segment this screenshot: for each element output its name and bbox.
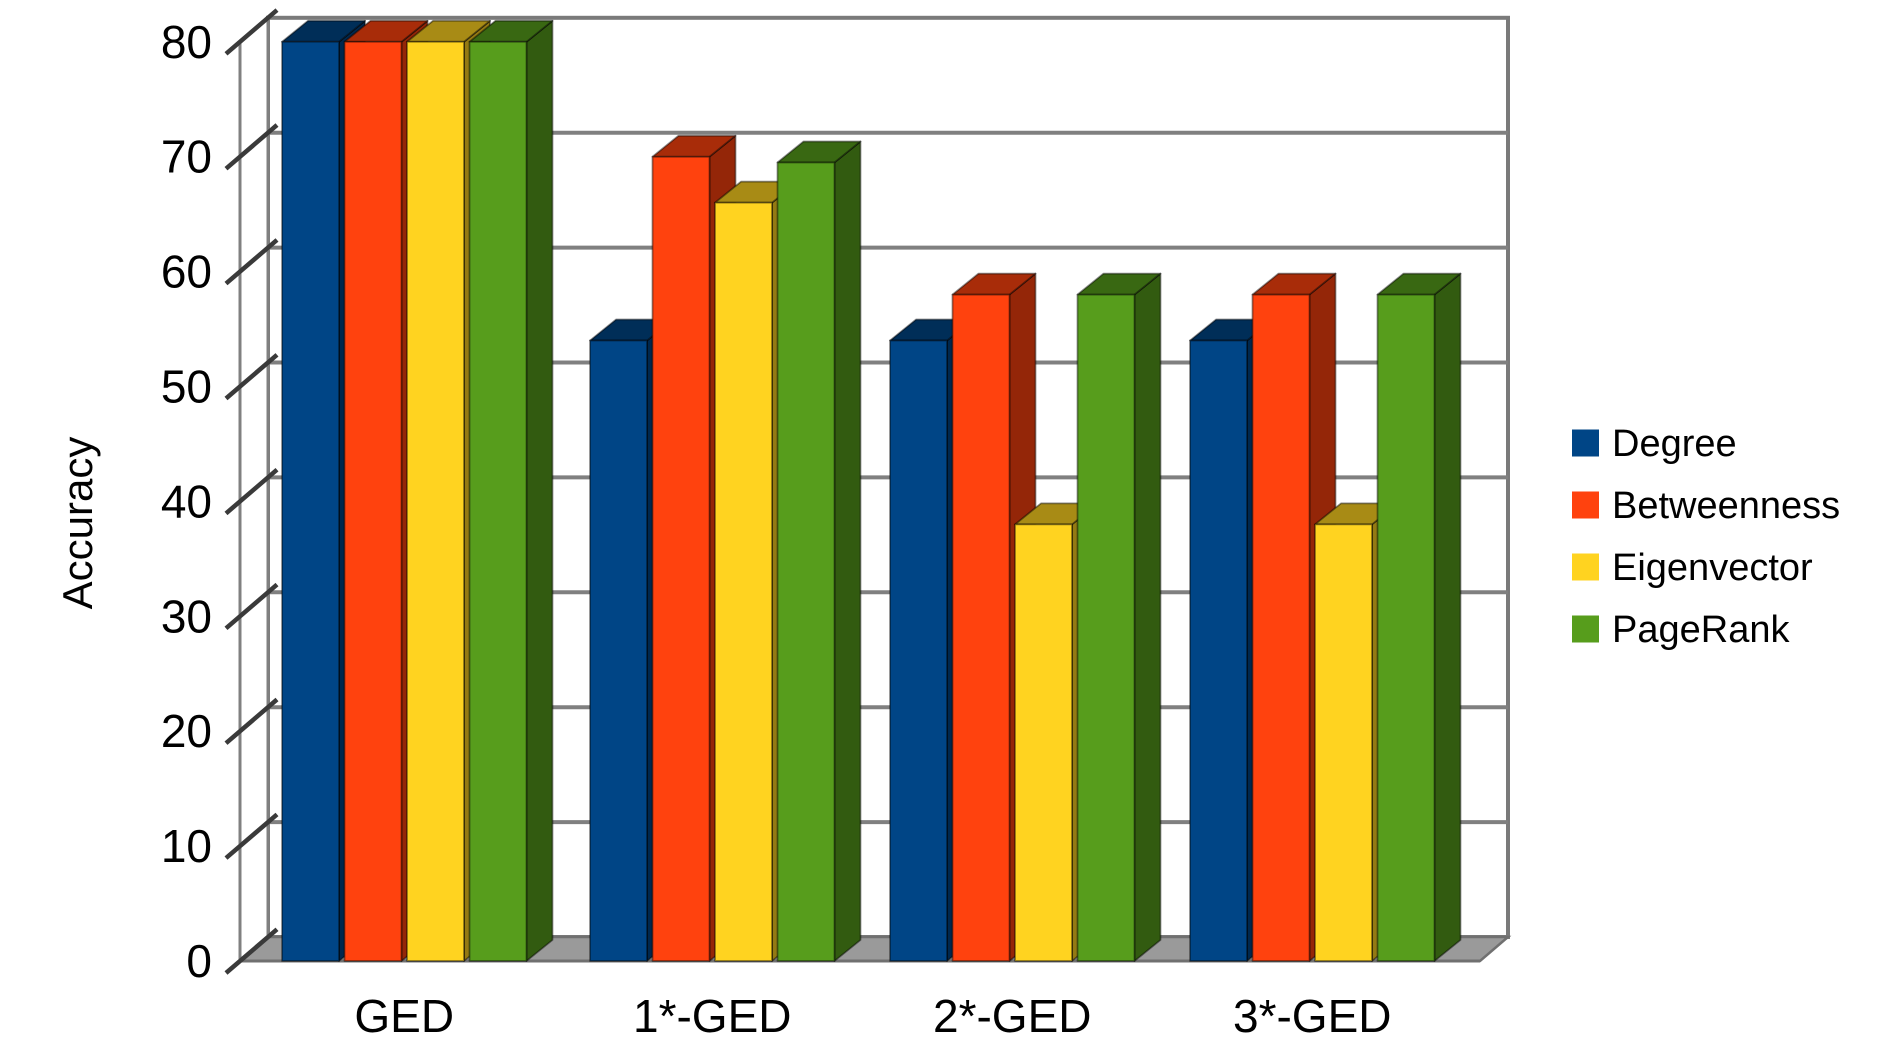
bar-side-face (833, 140, 862, 962)
x-category-label-ged: GED (354, 990, 454, 1042)
y-tick-label-80: 80 (161, 16, 212, 68)
legend-swatch-eigenvector (1572, 553, 1599, 581)
bar-front-face (468, 40, 528, 962)
bar-front-face (1314, 523, 1373, 962)
x-category-label-1-ged: 1*-GED (633, 990, 791, 1042)
bar-front-face (1251, 293, 1311, 962)
y-tick-label-70: 70 (161, 131, 212, 183)
x-category-label-3-ged: 3*-GED (1233, 990, 1391, 1042)
y-axis-tick-70 (224, 123, 279, 171)
bar-front-face (951, 293, 1011, 962)
y-tick-label-30: 30 (161, 590, 212, 642)
y-axis-tick-10 (224, 812, 279, 860)
y-axis-tick-80 (224, 8, 279, 56)
y-axis-tick-20 (224, 697, 279, 745)
legend-swatch-betweenness (1572, 491, 1599, 519)
legend-swatch-pagerank (1572, 615, 1599, 643)
bar-pagerank-ged (468, 19, 554, 962)
legend-label-betweenness: Betweenness (1612, 485, 1840, 527)
bar-front-face (589, 339, 648, 962)
bar-front-face (281, 40, 340, 962)
bar-front-face (714, 201, 773, 962)
legend-item-pagerank: PageRank (1572, 609, 1790, 651)
legend-item-eigenvector: Eigenvector (1572, 547, 1813, 589)
y-tick-label-40: 40 (161, 475, 212, 527)
legend-label-eigenvector: Eigenvector (1612, 547, 1813, 589)
bar-front-face (651, 155, 711, 962)
y-axis-tick-60 (224, 238, 279, 286)
y-axis-title: Accuracy (54, 437, 101, 610)
legend-label-pagerank: PageRank (1612, 609, 1790, 651)
y-axis-tick-30 (224, 582, 279, 631)
bar-front-face (406, 40, 465, 962)
bar-front-face (889, 339, 948, 962)
bar-front-face (1376, 293, 1436, 962)
y-axis-tick-50 (224, 353, 279, 401)
bar-pagerank-1-ged (776, 140, 862, 962)
bar-front-face (343, 40, 403, 962)
y-axis-tick-40 (224, 467, 279, 516)
bar-side-face (1433, 272, 1462, 962)
bar-front-face (1076, 293, 1136, 962)
bar-front-face (776, 161, 836, 962)
bar-side-face (525, 19, 554, 962)
y-tick-label-50: 50 (161, 361, 212, 413)
bar-front-face (1189, 339, 1248, 962)
legend: Degree Betweenness Eigenvector PageRank (1572, 423, 1840, 651)
legend-label-degree: Degree (1612, 423, 1737, 465)
bar-pagerank-2-ged (1076, 272, 1162, 962)
legend-item-betweenness: Betweenness (1572, 485, 1840, 527)
bar-front-face (1014, 523, 1073, 962)
legend-item-degree: Degree (1572, 423, 1737, 465)
x-category-label-2-ged: 2*-GED (933, 990, 1091, 1042)
bar-pagerank-3-ged (1376, 272, 1462, 962)
y-tick-label-20: 20 (161, 705, 212, 757)
y-axis-tick-0 (224, 927, 279, 975)
legend-swatch-degree (1572, 429, 1599, 457)
y-tick-label-0: 0 (186, 935, 212, 987)
bar-side-face (1133, 272, 1162, 962)
y-tick-label-10: 10 (161, 820, 212, 872)
y-tick-label-60: 60 (161, 246, 212, 298)
